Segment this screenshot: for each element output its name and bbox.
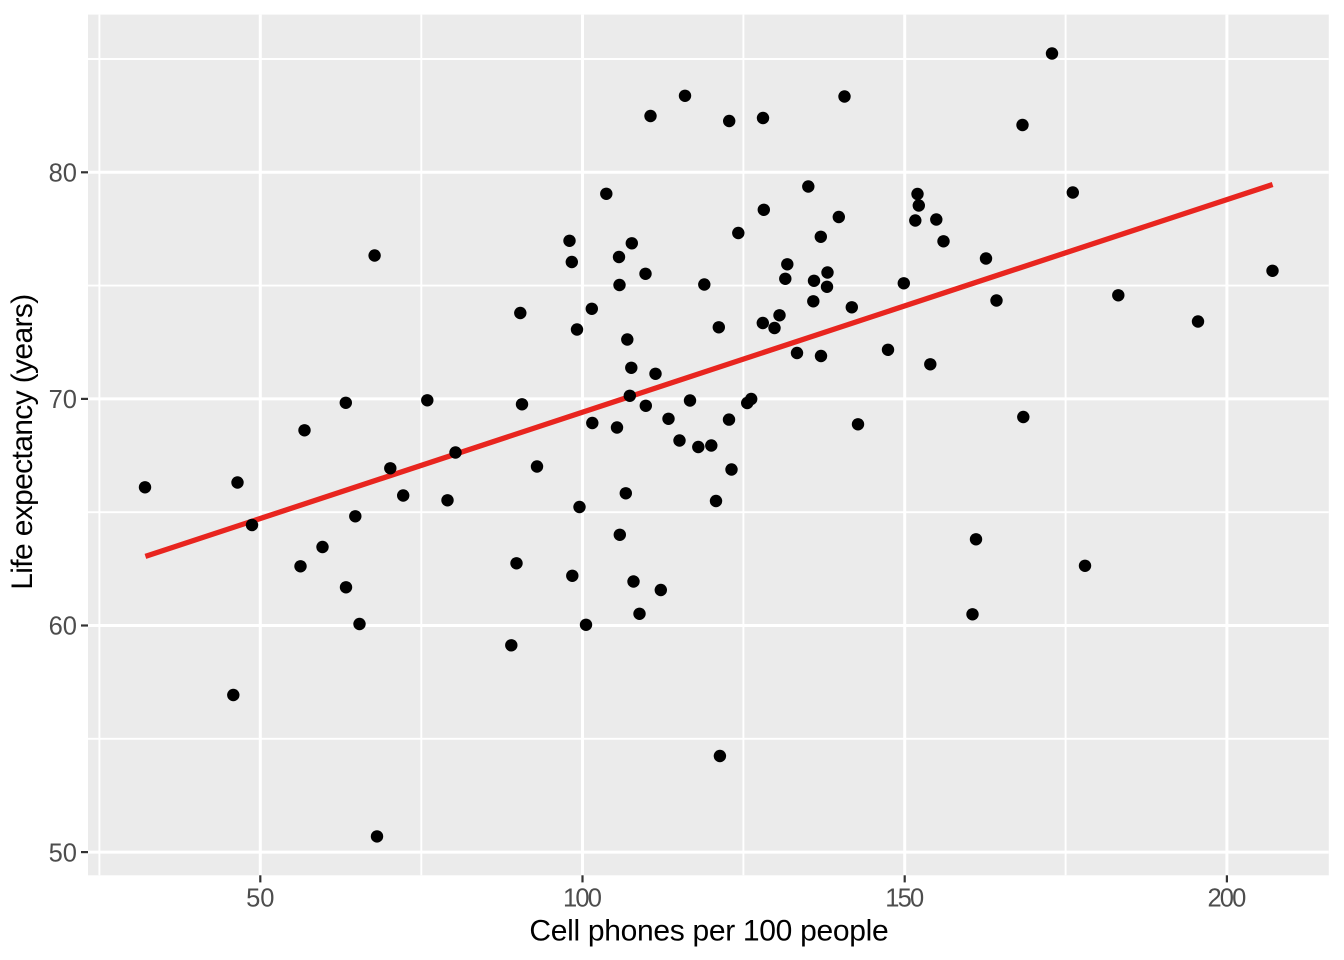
svg-text:Life expectancy (years): Life expectancy (years)	[6, 294, 39, 590]
svg-text:70: 70	[49, 386, 77, 414]
svg-text:50: 50	[246, 885, 274, 913]
svg-text:200: 200	[1207, 885, 1246, 913]
svg-text:150: 150	[885, 885, 924, 913]
svg-text:80: 80	[49, 160, 77, 188]
svg-text:60: 60	[49, 613, 77, 641]
svg-text:100: 100	[563, 885, 602, 913]
svg-text:Cell phones per 100 people: Cell phones per 100 people	[529, 915, 888, 948]
svg-text:50: 50	[49, 839, 77, 867]
